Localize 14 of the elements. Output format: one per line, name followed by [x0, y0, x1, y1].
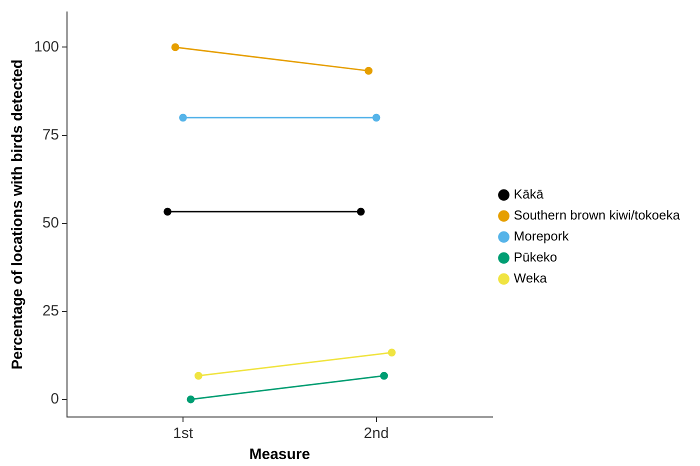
y-tick-label: 75	[42, 126, 60, 144]
y-tick-label: 100	[34, 38, 60, 56]
y-axis-title: Percentage of locations with birds detected	[9, 59, 26, 370]
legend-label: Kākā	[514, 186, 544, 202]
legend-label: Morepork	[514, 228, 570, 244]
x-tick-label: 1st	[173, 425, 194, 442]
legend-label: Southern brown kiwi/tokoeka	[514, 208, 681, 223]
x-tick-label: 2nd	[364, 425, 389, 442]
legend-label: Weka	[514, 270, 548, 286]
legend-label: Pūkeko	[514, 250, 558, 265]
y-tick-label: 25	[42, 302, 60, 320]
y-tick-label: 50	[42, 214, 60, 232]
y-tick-label: 0	[50, 390, 60, 408]
x-axis-title: Measure	[249, 446, 310, 464]
